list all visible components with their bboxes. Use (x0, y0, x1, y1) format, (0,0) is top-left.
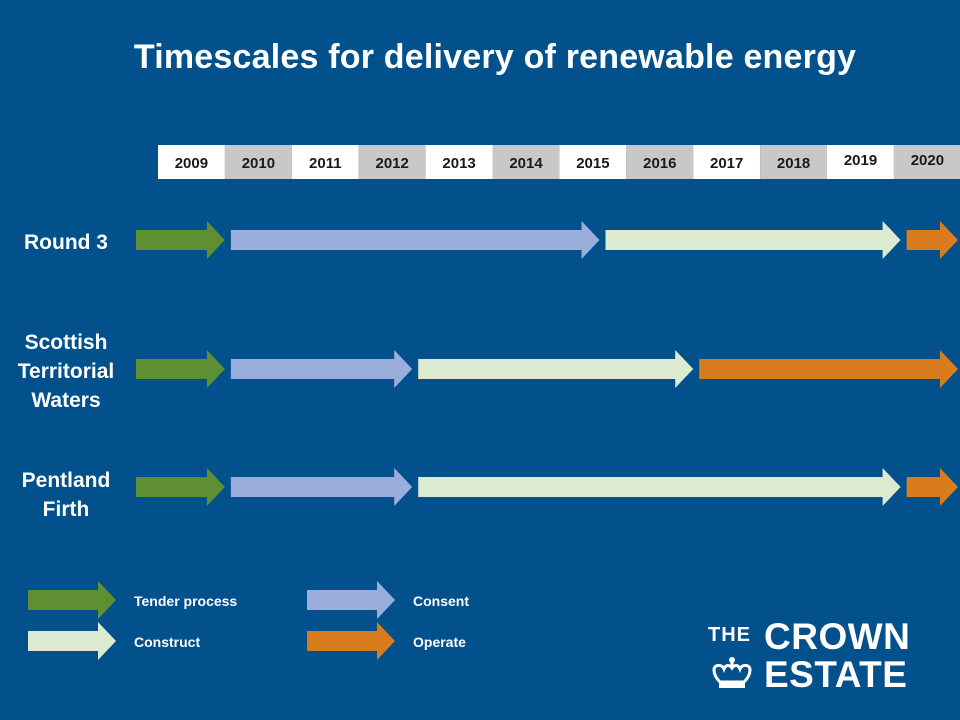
year-cell (893, 145, 960, 179)
legend-arrow-construct (28, 622, 116, 660)
phase-arrow-operate (906, 221, 958, 259)
phase-arrow-tender (136, 221, 225, 259)
year-label: 2016 (643, 155, 676, 172)
legend-arrow-operate (307, 622, 395, 660)
legend-label-operate: Operate (413, 634, 466, 650)
year-label: 2019 (844, 152, 877, 169)
year-cell (760, 145, 827, 179)
year-label: 2014 (509, 155, 543, 172)
row-label-line: Firth (42, 498, 90, 521)
logo-crown-text: CROWN (764, 616, 911, 657)
year-cell (827, 145, 894, 179)
phase-arrow-operate (699, 350, 958, 388)
row-label-round-3: Round 3 (0, 228, 132, 257)
year-label: 2011 (309, 155, 342, 172)
row-label-pentland-firth: Pentland Firth (0, 466, 132, 524)
year-label: 2020 (911, 152, 944, 169)
chart-title: Timescales for delivery of renewable ene… (133, 38, 857, 76)
year-label: 2017 (710, 155, 743, 172)
year-cell (158, 145, 225, 179)
year-cell (559, 145, 627, 179)
year-cell (492, 145, 560, 179)
phase-arrow-construct (605, 221, 901, 259)
phase-arrow-construct (418, 468, 901, 506)
year-cell (224, 145, 292, 179)
year-cell (626, 145, 694, 179)
crown-estate-logo: THE CROWN ESTATE (708, 616, 928, 695)
row-label-scottish-territorial-waters: Scottish Territorial Waters (0, 328, 132, 415)
year-label: 2018 (777, 155, 810, 172)
phase-arrow-consent (230, 221, 600, 259)
year-label: 2015 (576, 155, 609, 172)
logo-estate-text: ESTATE (764, 654, 908, 695)
year-label: 2010 (242, 155, 275, 172)
row-label-line: Round 3 (24, 231, 108, 254)
legend-label-construct: Construct (134, 634, 201, 650)
row-label-line: Scottish (24, 331, 108, 354)
year-label: 2012 (376, 155, 409, 172)
phase-arrow-tender (136, 468, 225, 506)
phase-arrow-consent (230, 468, 413, 506)
year-cell (425, 145, 493, 179)
row-label-line: Pentland (21, 469, 111, 492)
legend-arrow-consent (307, 581, 395, 619)
legend-label-tender: Tender process (134, 593, 238, 609)
row-label-line: Waters (31, 389, 101, 412)
row-label-line: Territorial (17, 360, 115, 383)
crown-icon (712, 657, 752, 688)
year-cell (693, 145, 761, 179)
phase-arrow-operate (906, 468, 958, 506)
year-label: 2013 (442, 155, 475, 172)
phase-arrow-consent (230, 350, 413, 388)
legend-label-consent: Consent (413, 593, 469, 609)
legend-arrow-tender (28, 581, 116, 619)
year-cell (358, 145, 426, 179)
year-label: 2009 (175, 155, 208, 172)
phase-arrow-tender (136, 350, 225, 388)
phase-arrow-construct (418, 350, 694, 388)
year-cell (291, 145, 359, 179)
logo-the-text: THE (708, 624, 751, 646)
